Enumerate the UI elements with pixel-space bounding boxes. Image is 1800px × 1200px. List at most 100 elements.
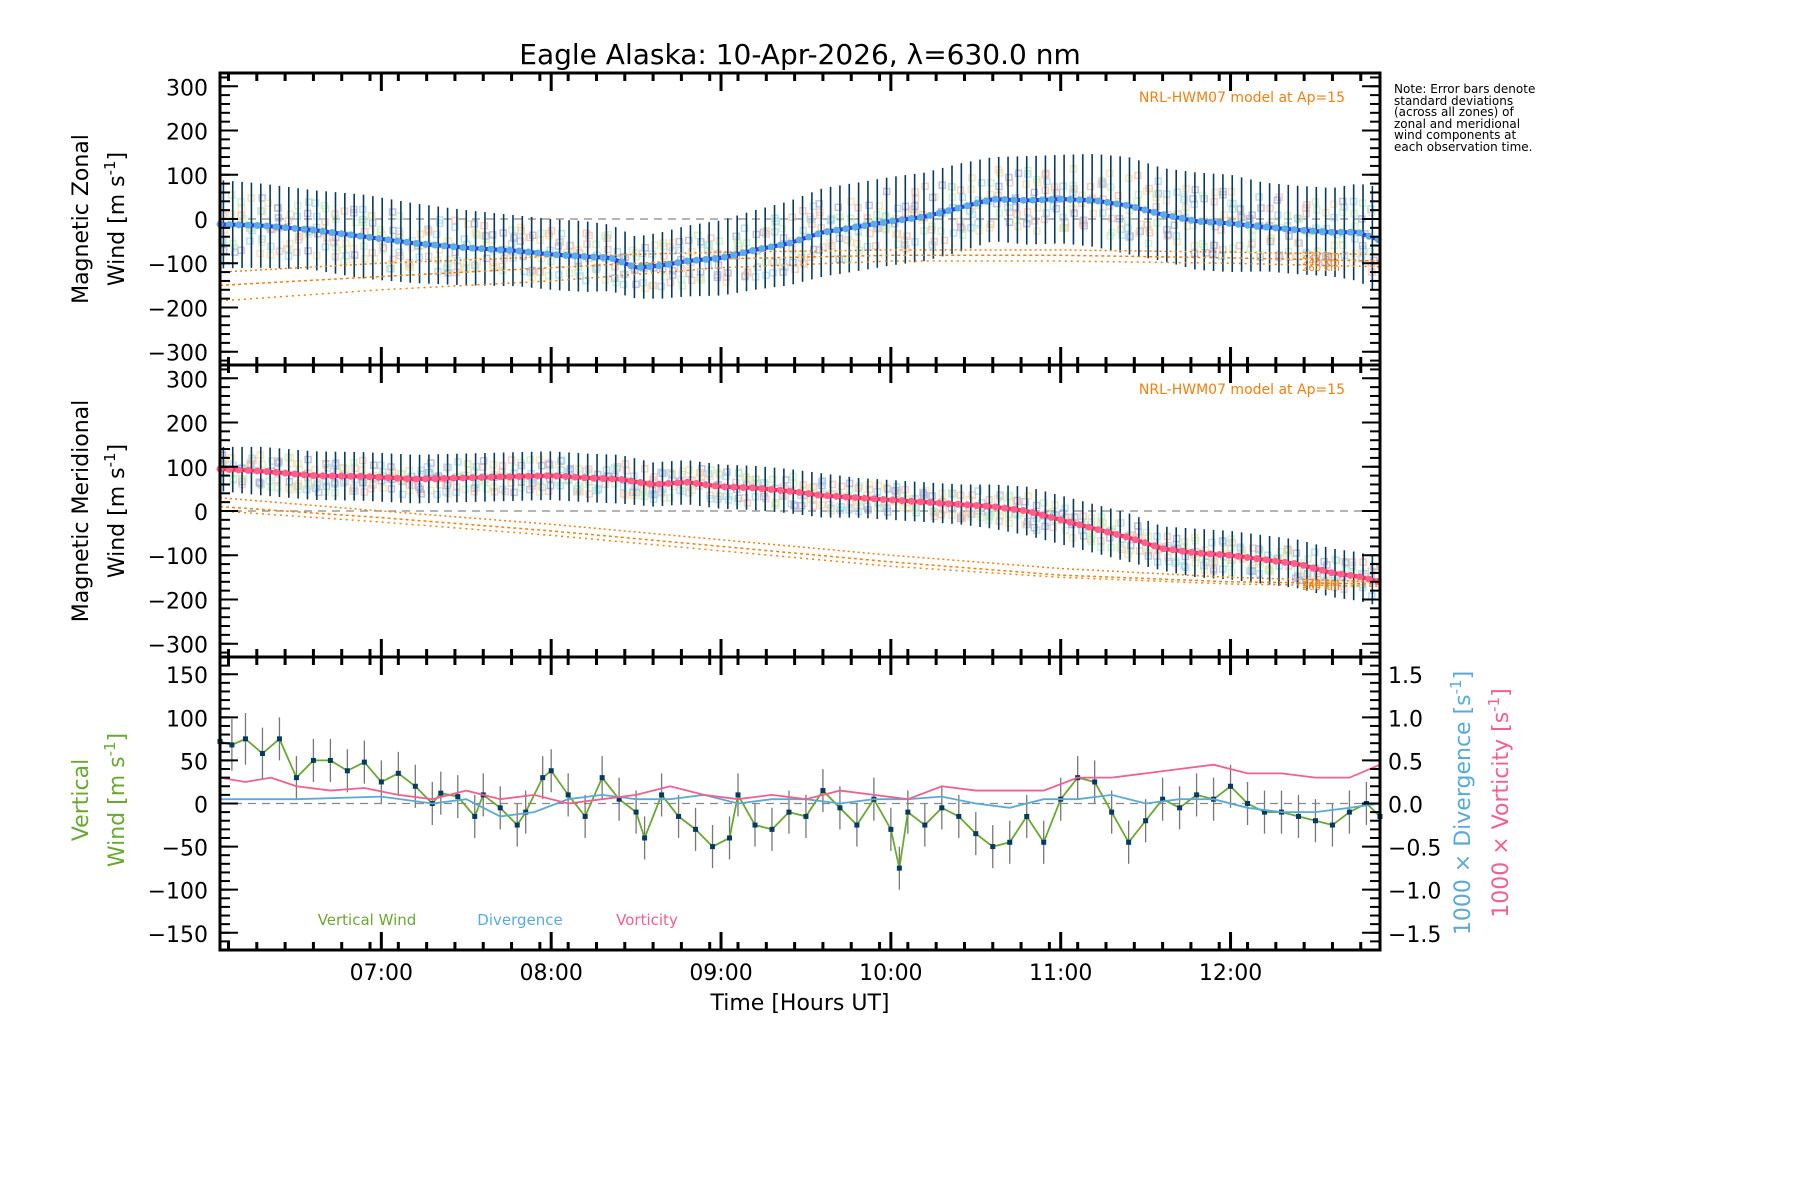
zone-sample: [687, 248, 696, 256]
wind-point: [1113, 530, 1121, 538]
wind-point: [384, 474, 392, 482]
zone-sample: [416, 230, 425, 238]
zone-sample: [227, 191, 236, 199]
zone-sample: [687, 276, 696, 285]
zone-sample: [1033, 178, 1042, 187]
zone-sample: [592, 240, 600, 249]
vertical-wind-point: [1346, 809, 1352, 815]
zone-sample: [519, 252, 527, 261]
zone-sample: [815, 211, 824, 220]
zone-sample: [707, 465, 715, 474]
wind-point: [468, 244, 476, 252]
wind-point: [590, 253, 598, 261]
wind-point: [506, 473, 514, 481]
zone-sample: [601, 276, 610, 284]
x-tick-label: 12:00: [1199, 961, 1262, 986]
zone-sample: [676, 246, 684, 254]
wind-point: [580, 253, 588, 261]
wind-point: [711, 482, 719, 490]
zone-sample: [274, 484, 282, 492]
zone-sample: [930, 512, 939, 521]
wind-point: [1234, 552, 1242, 560]
wind-point: [982, 502, 990, 510]
zone-sample: [1052, 205, 1061, 213]
zone-sample: [771, 498, 780, 507]
wind-point: [1272, 224, 1280, 232]
zone-sample: [566, 242, 575, 250]
zone-sample: [445, 255, 454, 264]
zone-sample: [684, 267, 693, 275]
vertical-wind-point: [1160, 796, 1166, 802]
zone-sample: [482, 485, 491, 493]
zone-sample: [1267, 218, 1276, 227]
vertical-wind-point: [1041, 839, 1047, 845]
vertical-wind-point: [1228, 783, 1234, 789]
wind-point: [1337, 228, 1345, 236]
wind-point: [1122, 201, 1130, 209]
wind-point: [674, 479, 682, 487]
wind-point: [861, 222, 869, 230]
zone-sample: [743, 499, 752, 507]
wind-point: [300, 225, 308, 233]
wind-point: [889, 496, 897, 504]
zone-sample: [762, 271, 770, 280]
vertical-wind-point: [438, 790, 444, 796]
zone-sample: [657, 468, 665, 476]
zone-sample: [903, 232, 911, 240]
wind-point: [702, 255, 710, 263]
wind-point: [973, 502, 981, 510]
vertical-wind-point: [710, 844, 716, 850]
wind-point: [590, 474, 598, 482]
wind-point: [1103, 528, 1111, 536]
vertical-wind-point: [1245, 801, 1251, 806]
zone-sample: [937, 227, 945, 235]
zone-sample: [1118, 231, 1126, 239]
zone-sample: [239, 475, 248, 483]
y-tick-label: 200: [166, 121, 208, 146]
wind-point: [468, 474, 476, 482]
wind-point: [599, 475, 607, 483]
vertical-wind-point: [259, 751, 265, 757]
wind-point: [1328, 228, 1336, 236]
wind-point: [1113, 200, 1121, 208]
zone-sample: [722, 278, 731, 286]
wind-point: [552, 472, 560, 480]
wind-point: [496, 246, 504, 254]
zone-sample: [1059, 182, 1067, 190]
zone-sample: [819, 243, 827, 251]
y2-tick-label: −1.5: [1388, 923, 1441, 948]
zone-sample: [433, 490, 441, 499]
wind-point: [1337, 570, 1345, 578]
zone-sample: [488, 231, 497, 239]
vertical-wind-line: [219, 737, 1381, 869]
zone-sample: [358, 479, 367, 487]
zone-sample: [1266, 237, 1275, 246]
error-bar-note: Note: Error bars denote standard deviati…: [1394, 82, 1536, 154]
wind-point: [562, 473, 570, 481]
zone-sample: [594, 485, 603, 493]
zone-sample: [975, 226, 983, 235]
wind-point: [422, 475, 430, 483]
zone-sample: [557, 456, 566, 465]
wind-point: [300, 471, 308, 479]
wind-point: [1244, 221, 1252, 229]
wind-point: [963, 501, 971, 509]
wind-point: [1085, 523, 1093, 531]
vertical-wind-point: [786, 809, 792, 815]
wind-point: [1001, 196, 1009, 204]
vertical-wind-point: [659, 792, 665, 798]
zone-sample: [894, 240, 902, 248]
zone-sample: [631, 249, 640, 257]
zone-sample: [1339, 197, 1347, 206]
zone-sample: [1180, 561, 1188, 570]
zone-sample: [1311, 548, 1319, 556]
wind-point: [1029, 509, 1037, 517]
zone-sample: [893, 204, 902, 213]
zone-sample: [778, 224, 787, 233]
wind-point: [272, 223, 280, 231]
zone-sample: [1024, 166, 1032, 175]
zone-sample: [1227, 543, 1235, 552]
zone-sample: [293, 212, 301, 221]
zone-sample: [865, 201, 873, 210]
vertical-wind-point: [888, 826, 894, 832]
